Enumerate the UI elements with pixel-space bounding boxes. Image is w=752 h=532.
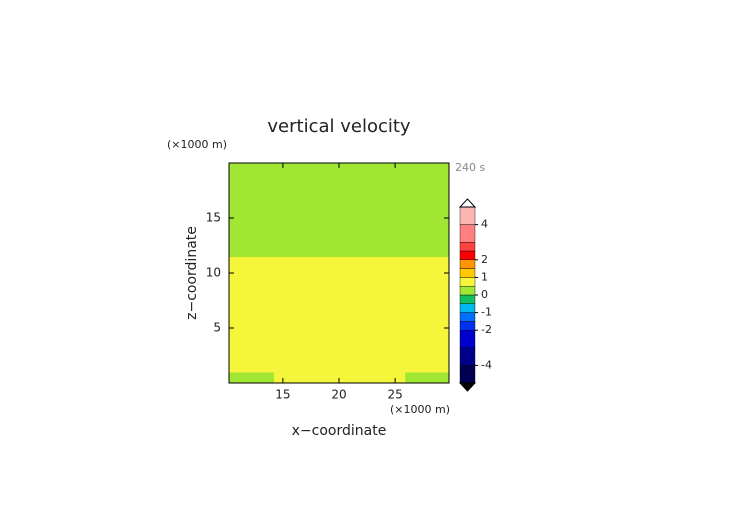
x-tick-label: 25 <box>387 388 402 402</box>
colorbar-segment <box>459 250 476 261</box>
colorbar-tick-label: -1 <box>481 306 492 319</box>
colorbar-segment <box>459 206 476 225</box>
field-cell <box>229 372 275 384</box>
y-tick-label: 10 <box>206 266 221 280</box>
colorbar-segment <box>459 268 476 278</box>
time-label: 240 s <box>455 161 485 174</box>
colorbar-tick-label: 4 <box>481 218 488 231</box>
y-tick-label: 5 <box>213 321 221 335</box>
chart-title: vertical velocity <box>267 116 411 137</box>
colorbar-tick-label: 0 <box>481 288 488 301</box>
x-tick-label: 20 <box>331 388 346 402</box>
colorbar-tick-label: 2 <box>481 253 488 266</box>
colorbar: 4 2 1 0 -1 -2 -4 <box>458 198 492 392</box>
colorbar-under <box>458 382 477 392</box>
colorbar-segment <box>459 277 476 287</box>
x-tick-label: 15 <box>275 388 290 402</box>
colorbar-segment <box>459 303 476 313</box>
field-cell <box>405 256 450 373</box>
field-cell <box>273 372 406 384</box>
colorbar-tick-label: -2 <box>481 323 492 336</box>
y-tick-label: 15 <box>206 211 221 225</box>
colorbar-segment <box>459 286 476 296</box>
x-axis-title: x−coordinate <box>292 423 387 439</box>
colorbar-segment <box>459 312 476 322</box>
field-cell <box>273 163 406 257</box>
axes: 15 20 25 5 10 15 <box>206 162 450 402</box>
field-cell <box>273 256 406 373</box>
field-cell <box>229 163 275 257</box>
field <box>229 163 450 384</box>
field-cell <box>405 163 450 257</box>
colorbar-segment <box>459 241 476 252</box>
y-unit: (×1000 m) <box>167 138 227 151</box>
field-cell <box>405 372 450 384</box>
y-axis-title: z−coordinate <box>184 226 200 320</box>
x-unit: (×1000 m) <box>390 403 450 416</box>
colorbar-tick-label: -4 <box>481 358 492 371</box>
colorbar-segment <box>459 294 476 305</box>
colorbar-tick-label: 1 <box>481 270 488 283</box>
colorbar-segment <box>459 330 476 349</box>
colorbar-segment <box>459 321 476 331</box>
colorbar-segment <box>459 347 476 366</box>
colorbar-segment <box>459 365 476 384</box>
colorbar-segment <box>459 259 476 269</box>
colorbar-over <box>458 198 477 208</box>
field-cell <box>229 256 275 373</box>
colorbar-segment <box>459 224 476 243</box>
